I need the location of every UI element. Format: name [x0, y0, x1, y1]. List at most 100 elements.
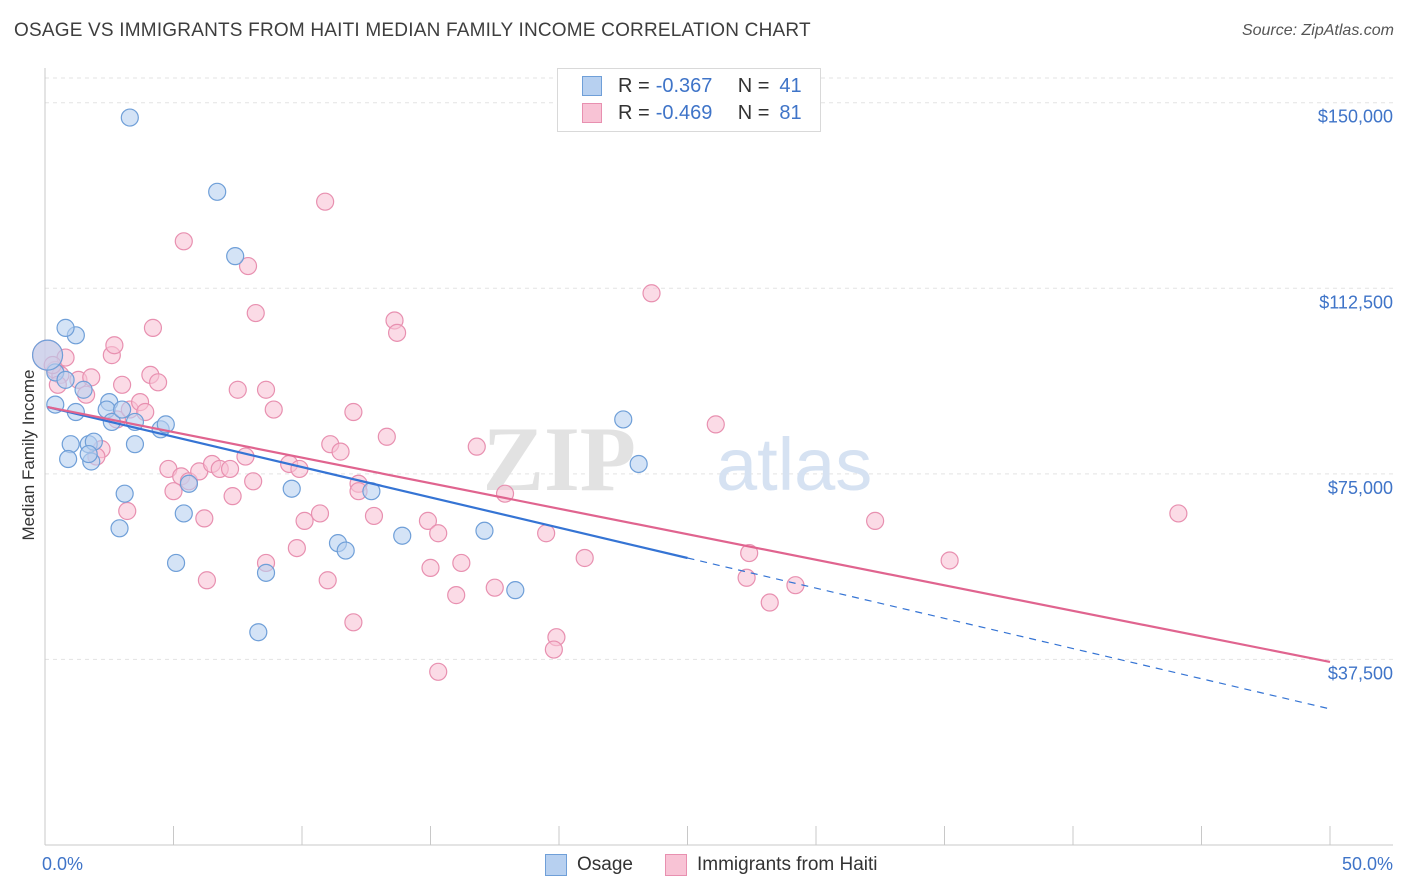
haiti-point	[447, 586, 466, 605]
haiti-point	[740, 543, 759, 563]
osage-point	[208, 182, 227, 201]
x-tick-label: 0.0%	[42, 854, 83, 874]
haiti-point	[316, 192, 335, 211]
bottom-legend-label-haiti: Immigrants from Haiti	[697, 854, 878, 875]
osage-point	[393, 526, 412, 545]
osage-point	[282, 479, 301, 498]
haiti-point	[537, 524, 556, 543]
osage-trend-line	[47, 405, 688, 560]
y-tick-label: $37,500	[1328, 663, 1393, 683]
haiti-point	[287, 538, 306, 558]
haiti-point	[1169, 504, 1188, 523]
haiti-point	[256, 380, 276, 399]
y-tick-label: $112,500	[1319, 292, 1393, 312]
osage-point	[506, 581, 525, 600]
haiti-point	[148, 373, 168, 392]
osage-point	[166, 553, 186, 573]
osage-point	[629, 454, 648, 474]
legend-r-value-osage: -0.367	[655, 74, 713, 97]
haiti-point	[331, 442, 350, 461]
legend-swatch-osage	[582, 76, 602, 96]
osage-point	[125, 435, 145, 454]
haiti-point	[223, 487, 242, 506]
haiti-point	[429, 524, 448, 543]
legend-n-label: N =	[737, 74, 770, 97]
haiti-point	[112, 375, 132, 394]
haiti-point	[575, 548, 594, 568]
axes	[44, 68, 1393, 846]
osage-point	[79, 444, 98, 464]
tick-labels: $37,500 $75,000 $112,500 $150,000 0.0% 50.0%	[42, 107, 1393, 874]
haiti-point	[421, 558, 440, 577]
watermark: ZIP atlas	[483, 408, 873, 510]
haiti-point	[737, 568, 756, 587]
chart-title: OSAGE VS IMMIGRANTS FROM HAITI MEDIAN FA…	[14, 20, 811, 41]
haiti-point	[228, 380, 247, 399]
haiti-point	[310, 504, 330, 523]
haiti-point	[174, 232, 193, 251]
osage-point	[112, 400, 132, 419]
haiti-point	[264, 400, 283, 419]
haiti-point	[706, 415, 725, 434]
haiti-point	[429, 662, 448, 681]
legend-n-value-haiti: 81	[779, 101, 802, 124]
haiti-point	[164, 482, 183, 501]
osage-point	[31, 339, 64, 371]
legend-row-haiti: R = -0.469 N = 81	[582, 100, 802, 126]
haiti-point	[344, 613, 363, 632]
grid-lines	[45, 77, 1393, 660]
haiti-point	[295, 511, 314, 530]
bottom-legend-label-osage: Osage	[577, 854, 633, 875]
osage-point	[120, 108, 139, 127]
haiti-point	[760, 593, 779, 612]
haiti-point	[246, 303, 265, 323]
haiti-point	[452, 553, 471, 573]
y-tick-label: $75,000	[1328, 478, 1393, 498]
x-tick-label: 50.0%	[1342, 854, 1393, 874]
legend-row-osage: R = -0.367 N = 41	[582, 73, 802, 99]
osage-point	[74, 380, 93, 399]
haiti-point	[344, 402, 363, 422]
bottom-legend-swatch-osage	[545, 854, 567, 876]
legend-n-label: N =	[737, 101, 770, 124]
osage-point	[56, 318, 75, 337]
haiti-point	[387, 323, 407, 342]
haiti-point	[105, 336, 124, 355]
haiti-point	[197, 571, 217, 590]
correlation-legend: R = -0.367 N = 41 R = -0.469 N = 81	[557, 68, 821, 132]
haiti-point	[143, 318, 163, 337]
osage-point	[59, 449, 78, 469]
osage-trend-extension	[687, 557, 1331, 710]
osage-point	[179, 474, 199, 493]
osage-point	[56, 370, 75, 389]
y-axis-label: Median Family Income	[19, 369, 38, 540]
haiti-point	[238, 256, 258, 276]
osage-point	[256, 563, 276, 582]
legend-r-value-haiti: -0.469	[655, 101, 713, 124]
legend-r-label: R =	[618, 101, 650, 124]
haiti-point	[318, 571, 337, 590]
haiti-point	[118, 501, 137, 521]
bottom-legend-swatch-haiti	[665, 854, 687, 876]
haiti-point	[377, 427, 396, 446]
legend-swatch-haiti	[582, 103, 602, 123]
bottom-legend-osage: Osage	[545, 852, 633, 878]
osage-point	[249, 623, 268, 642]
bottom-legend-haiti: Immigrants from Haiti	[665, 852, 878, 878]
legend-n-value-osage: 41	[779, 74, 802, 97]
trend-lines	[47, 405, 1331, 710]
haiti-point	[364, 506, 384, 526]
osage-point	[115, 484, 134, 503]
haiti-trend-line	[47, 405, 1331, 663]
y-tick-label: $150,000	[1318, 107, 1393, 127]
haiti-point	[866, 511, 885, 530]
haiti-point	[544, 640, 563, 659]
haiti-point	[220, 459, 240, 479]
haiti-point	[195, 509, 214, 528]
haiti-point	[642, 284, 661, 303]
haiti-point	[244, 472, 263, 491]
haiti-point	[236, 447, 255, 466]
osage-point	[174, 504, 193, 523]
haiti-point	[418, 511, 438, 530]
